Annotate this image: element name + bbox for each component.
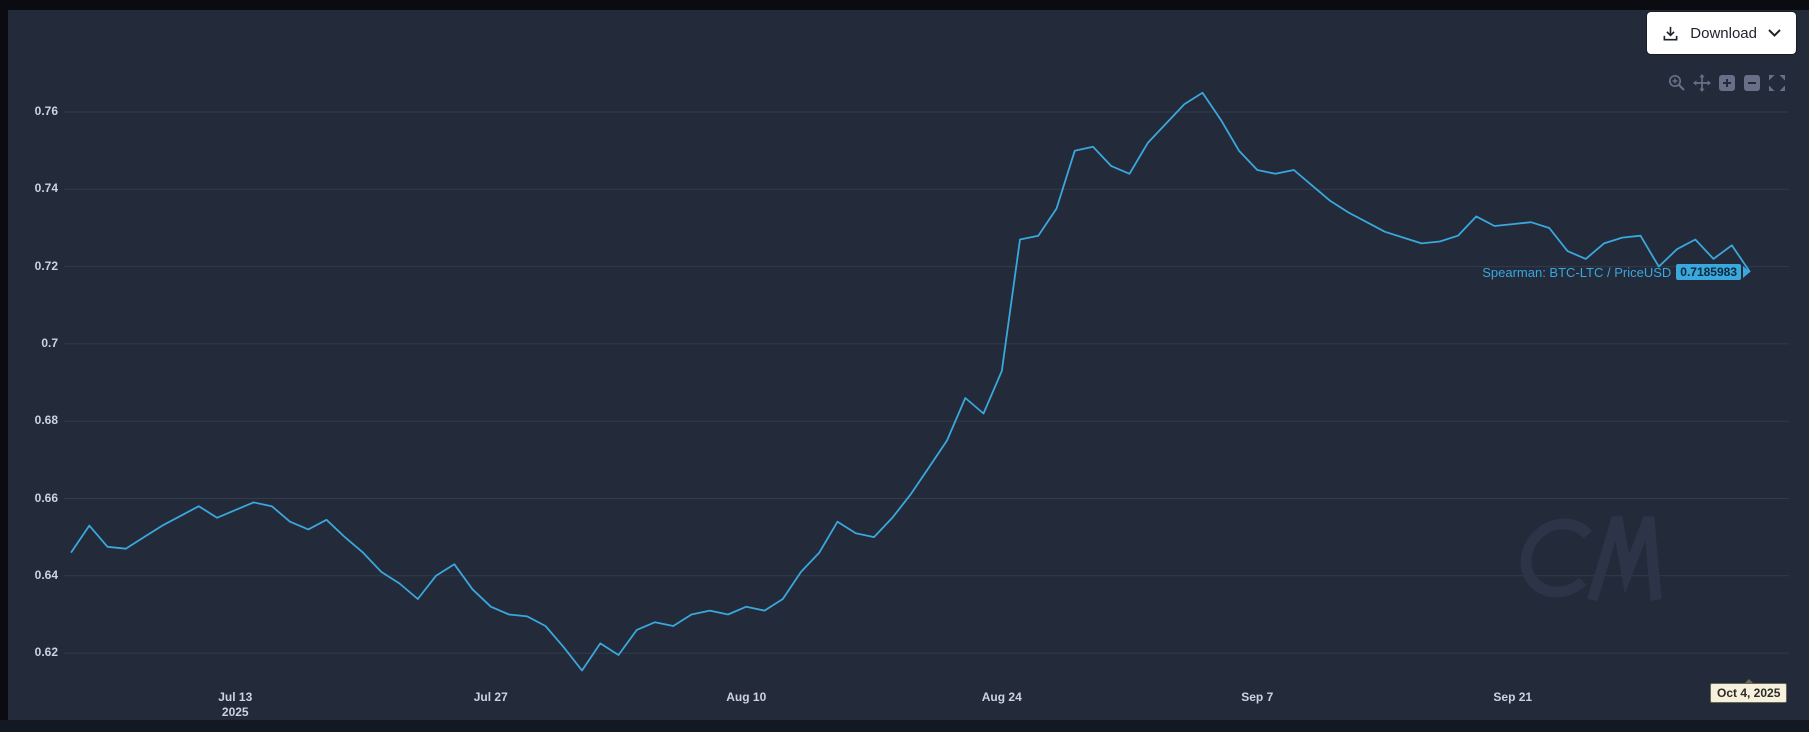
zoom-icon[interactable]	[1668, 74, 1686, 92]
download-icon	[1662, 25, 1679, 42]
watermark-cm-glyph	[1520, 515, 1662, 602]
y-tick-label: 0.7	[41, 335, 58, 350]
series-label: Spearman: BTC-LTC / PriceUSD	[1482, 264, 1672, 280]
x-tick-label: Sep 7	[1241, 690, 1274, 704]
bottom-border	[0, 720, 1809, 732]
x-tick-label: Aug 10	[726, 690, 767, 704]
series-callout: Spearman: BTC-LTC / PriceUSD 0.7185983	[1482, 264, 1750, 281]
coinmetrics-watermark	[1518, 506, 1670, 615]
zoom-in-icon[interactable]	[1718, 74, 1736, 92]
chevron-down-icon	[1768, 29, 1781, 37]
autoscale-icon[interactable]	[1768, 74, 1786, 92]
x-tick-label: Sep 21	[1493, 690, 1533, 704]
y-tick-label: 0.72	[34, 258, 58, 273]
y-tick-label: 0.68	[34, 413, 58, 428]
y-tick-label: 0.66	[34, 490, 58, 505]
download-button[interactable]: Download	[1647, 12, 1796, 54]
x-tick-label: Aug 24	[981, 690, 1022, 704]
y-tick-label: 0.64	[34, 567, 58, 582]
series-line	[70, 91, 1751, 672]
top-border	[0, 0, 1809, 10]
left-border	[0, 0, 8, 732]
download-label: Download	[1690, 24, 1757, 42]
zoom-out-icon[interactable]	[1743, 74, 1761, 92]
x-tick-label: Jul 27	[473, 690, 508, 704]
x-tick-label: Jul 13 2025	[218, 690, 253, 719]
chart-toolbar	[1668, 74, 1786, 92]
y-tick-label: 0.74	[34, 181, 58, 196]
last-value-badge: 0.7185983	[1676, 264, 1741, 281]
x-axis-date-tooltip: Oct 4, 2025	[1710, 679, 1788, 703]
y-tick-label: 0.76	[34, 104, 58, 118]
series-arrow-icon	[1743, 266, 1750, 279]
pan-icon[interactable]	[1693, 74, 1711, 92]
y-tick-label: 0.62	[34, 645, 58, 660]
